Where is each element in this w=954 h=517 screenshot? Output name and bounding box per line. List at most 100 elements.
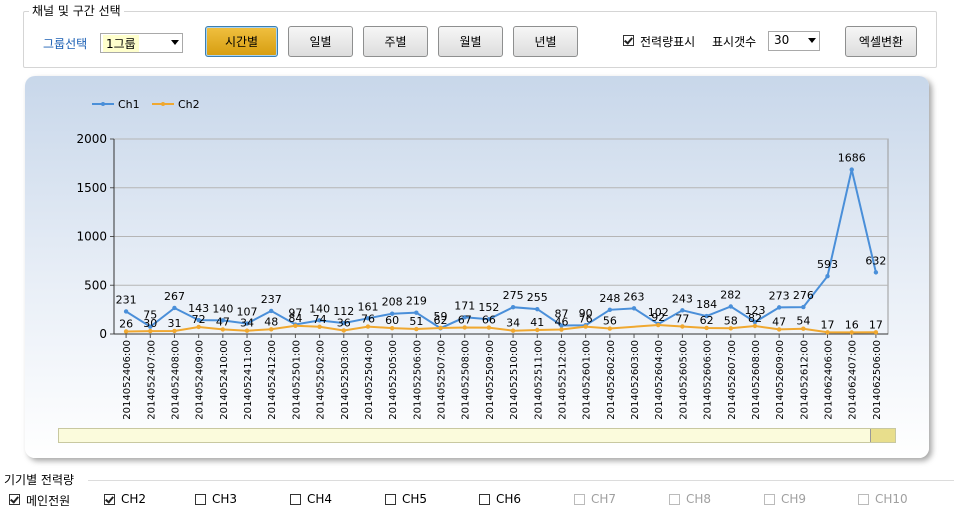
channel-checkbox-1[interactable] (9, 494, 20, 505)
data-point-ch1 (414, 310, 419, 315)
hourly-button[interactable]: 시간별 (205, 26, 278, 57)
data-point-ch2 (849, 330, 854, 335)
data-point-ch2 (293, 323, 298, 329)
channel-checkbox-3[interactable] (195, 494, 206, 505)
data-point-ch1 (825, 273, 830, 279)
data-point-ch2 (220, 327, 226, 332)
channel-checkbox-10 (858, 494, 869, 505)
data-label-ch2: 48 (264, 315, 278, 328)
data-point-ch2 (656, 322, 661, 328)
excel-export-button[interactable]: 엑셀변환 (845, 26, 917, 57)
y-tick-label: 1000 (76, 230, 107, 244)
legend-label-ch1: Ch1 (118, 98, 140, 111)
data-label-ch1: 267 (164, 290, 185, 303)
data-label-ch2: 74 (313, 313, 327, 326)
data-point-ch1 (752, 319, 758, 325)
x-tick-label: 2014052510:00 (509, 340, 520, 420)
x-tick-label: 2014052409:00 (195, 340, 206, 420)
data-label-ch2: 31 (167, 317, 181, 330)
data-label-ch2: 92 (651, 311, 665, 324)
channel-label-5: CH5 (402, 492, 428, 506)
data-label-ch1: 275 (503, 289, 524, 302)
data-point-ch1 (123, 309, 129, 314)
data-point-ch2 (389, 325, 395, 331)
data-label-ch2: 58 (724, 314, 738, 327)
data-point-ch1 (148, 324, 153, 329)
data-label-ch1: 231 (116, 293, 137, 306)
x-tick-label: 2014052509:00 (485, 340, 496, 420)
group-select-label: 그룹선택 (43, 37, 88, 51)
display-count-value: 30 (771, 33, 793, 47)
data-point-ch1 (631, 306, 637, 311)
x-tick-label: 2014062406:00 (824, 340, 835, 420)
x-tick-label: 2014052601:00 (582, 340, 593, 420)
data-point-ch1 (510, 304, 516, 310)
show-power-checkbox[interactable] (623, 35, 634, 46)
data-point-ch1 (244, 321, 250, 326)
data-point-ch2 (559, 327, 564, 332)
legend-marker (101, 102, 105, 106)
data-label-ch1: 276 (793, 289, 814, 302)
data-point-ch2 (776, 327, 782, 332)
channel-label-8: CH8 (686, 492, 712, 506)
data-label-ch2: 26 (119, 317, 133, 330)
data-point-ch2 (607, 326, 613, 331)
data-point-ch1 (680, 308, 685, 313)
y-tick-label: 1500 (76, 181, 107, 195)
data-point-ch2 (680, 324, 685, 329)
data-label-ch1: 237 (261, 293, 282, 306)
channel-checkbox-9 (764, 494, 775, 505)
data-label-ch2: 34 (240, 317, 254, 330)
channel-checkbox-6[interactable] (479, 494, 490, 505)
daily-button[interactable]: 일별 (288, 26, 353, 57)
data-label-ch1: 87 (554, 308, 568, 321)
data-label-ch1: 219 (406, 295, 427, 308)
data-label-ch2: 30 (143, 317, 157, 330)
data-label-ch2: 84 (288, 312, 302, 325)
data-point-ch1 (776, 305, 782, 310)
x-tick-label: 2014052406:00 (122, 340, 133, 420)
monthly-button[interactable]: 월별 (438, 26, 503, 57)
channel-label-2: CH2 (121, 492, 147, 506)
data-label-ch1: 112 (333, 305, 354, 318)
channel-label-1: 메인전원 (26, 494, 71, 508)
data-point-ch2 (825, 330, 830, 335)
data-point-ch1 (196, 317, 201, 323)
data-label-ch2: 16 (845, 318, 859, 331)
x-tick-label: 2014052407:00 (146, 340, 157, 420)
data-point-ch1 (462, 315, 467, 320)
channel-label-9: CH9 (781, 492, 807, 506)
channel-label-3: CH3 (212, 492, 238, 506)
group-select-dropdown[interactable]: 1그룹 (100, 33, 183, 53)
channel-checkbox-2[interactable] (104, 494, 115, 505)
x-tick-label: 2014052607:00 (727, 340, 738, 420)
x-tick-label: 2014052608:00 (751, 340, 762, 420)
data-label-ch2: 67 (458, 313, 472, 326)
chart-scrollbar[interactable] (58, 428, 896, 443)
legend-marker (161, 102, 165, 106)
data-point-ch2 (414, 326, 419, 332)
data-label-ch2: 66 (482, 314, 496, 327)
data-point-ch1 (341, 320, 346, 326)
data-point-ch2 (438, 325, 443, 331)
scrollbar-thumb[interactable] (870, 429, 895, 442)
x-tick-label: 2014052408:00 (170, 340, 181, 420)
data-point-ch2 (486, 325, 492, 330)
data-label-ch1: 97 (288, 307, 302, 320)
data-label-ch1: 171 (454, 299, 475, 312)
data-point-ch1 (801, 304, 806, 310)
data-point-ch2 (801, 326, 806, 331)
data-label-ch1: 161 (357, 300, 378, 313)
data-label-ch2: 34 (506, 317, 520, 330)
yearly-button[interactable]: 년별 (513, 26, 578, 57)
weekly-button[interactable]: 주별 (363, 26, 428, 57)
x-tick-label: 2014052412:00 (267, 340, 278, 420)
channel-checkbox-5[interactable] (385, 494, 396, 505)
channel-label-4: CH4 (307, 492, 333, 506)
channel-checkbox-4[interactable] (290, 494, 301, 505)
data-label-ch1: 243 (672, 292, 693, 305)
x-tick-label: 2014052504:00 (364, 340, 375, 420)
data-label-ch2: 72 (192, 313, 206, 326)
display-count-dropdown[interactable]: 30 (768, 31, 820, 51)
data-label-ch1: 208 (382, 296, 403, 309)
